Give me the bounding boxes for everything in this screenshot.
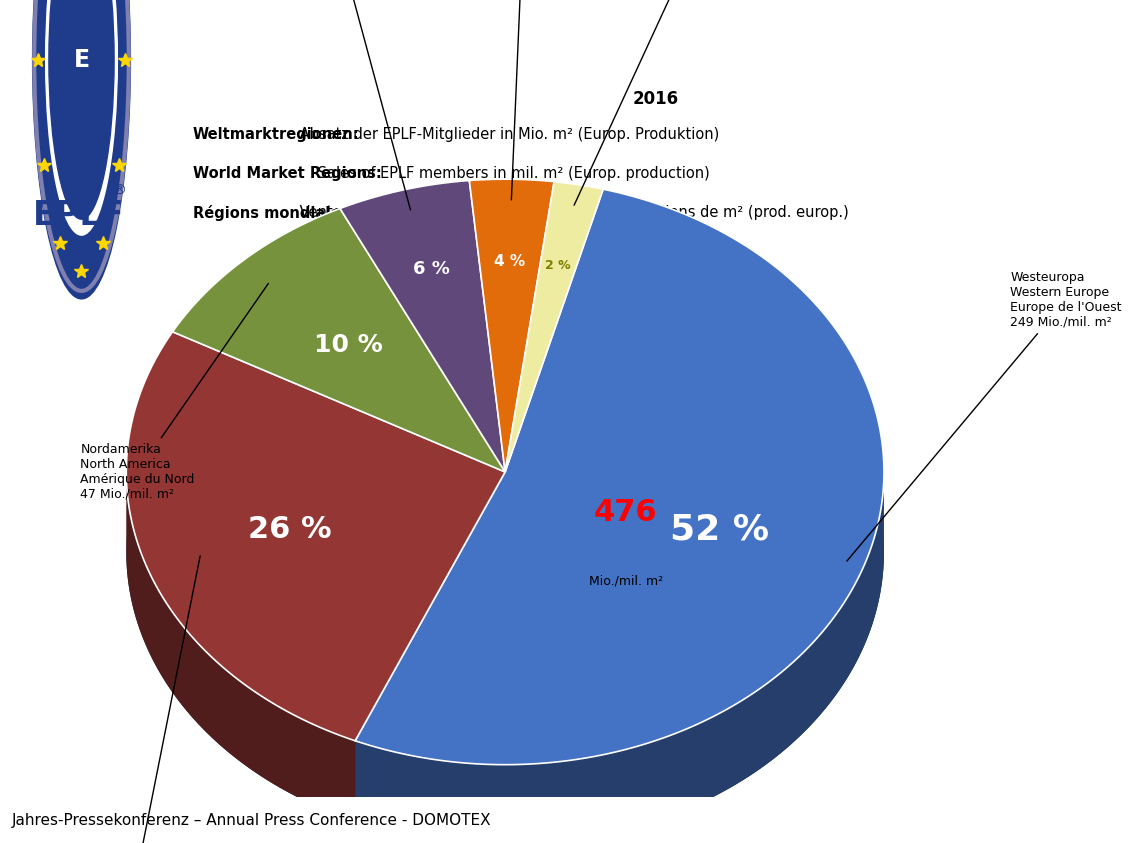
Text: EPLF: EPLF	[32, 199, 124, 232]
Polygon shape	[470, 180, 554, 472]
Text: 2 %: 2 %	[545, 259, 571, 271]
Text: 10 %: 10 %	[313, 333, 382, 357]
Text: Sonstige Regionen
Other Regions
Autres régions
10 Mio./mil. m²: Sonstige Regionen Other Regions Autres r…	[574, 0, 753, 205]
Text: Régions mondiales:: Régions mondiales:	[193, 205, 355, 221]
Text: Absatzstatistiken 2016 – Sales Statistics 2016: Absatzstatistiken 2016 – Sales Statistic…	[178, 15, 933, 43]
Polygon shape	[355, 189, 884, 765]
Text: 4 %: 4 %	[495, 254, 526, 269]
Text: Mio./mil. m²: Mio./mil. m²	[589, 574, 662, 588]
Polygon shape	[126, 260, 884, 843]
Text: ®: ®	[113, 185, 126, 198]
Text: 476: 476	[594, 497, 658, 527]
Polygon shape	[126, 332, 505, 741]
Text: 6 %: 6 %	[413, 260, 450, 278]
Polygon shape	[340, 180, 505, 472]
Polygon shape	[355, 472, 505, 821]
Text: Innovation: Innovation	[163, 25, 225, 39]
Circle shape	[49, 0, 114, 219]
Text: Sales of EPLF members in mil. m² (Europ. production): Sales of EPLF members in mil. m² (Europ.…	[312, 166, 709, 181]
Text: Asien/Pazifik
Asia / Pacific
Asie/Pacifique
27 Mio./mil. m²: Asien/Pazifik Asia / Pacific Asie/Pacifi…	[292, 0, 411, 210]
Text: E: E	[73, 48, 90, 72]
Text: World Market Regions:: World Market Regions:	[193, 166, 381, 181]
Text: Westeuropa
Western Europe
Europe de l'Ouest
249 Mio./mil. m²: Westeuropa Western Europe Europe de l'Ou…	[847, 271, 1122, 561]
Text: Nordamerika
North America
Amérique du Nord
47 Mio./mil. m²: Nordamerika North America Amérique du No…	[80, 283, 269, 501]
Text: Quality and: Quality and	[163, 13, 232, 27]
Text: 52 %: 52 %	[670, 513, 769, 546]
Text: Ventes des entreprises membres de l'EPLF en millions de m² (prod. europ.): Ventes des entreprises membres de l'EPLF…	[295, 205, 850, 220]
Polygon shape	[355, 475, 884, 843]
Text: Lateinamerika
Latin America
Amérique latine
17 Mio./mil. m²: Lateinamerika Latin America Amérique lat…	[473, 0, 572, 200]
Polygon shape	[355, 472, 505, 821]
Text: made in Europe: made in Europe	[163, 37, 256, 50]
Circle shape	[32, 0, 131, 299]
Text: 2016: 2016	[633, 90, 678, 109]
Polygon shape	[126, 472, 355, 821]
Polygon shape	[172, 208, 505, 472]
Circle shape	[46, 0, 117, 235]
Text: Absatz der EPLF-Mitglieder in Mio. m² (Europ. Produktion): Absatz der EPLF-Mitglieder in Mio. m² (E…	[295, 127, 720, 142]
Text: Weltmarktregionen:: Weltmarktregionen:	[193, 127, 359, 142]
Text: 26 %: 26 %	[248, 515, 332, 544]
Polygon shape	[505, 181, 603, 472]
Text: Osteuropa
Eastern Europe
Europe de l'Est
126 Mio./mil. m²: Osteuropa Eastern Europe Europe de l'Est…	[80, 556, 200, 843]
Text: Jahres-Pressekonferenz – Annual Press Conference - DOMOTEX: Jahres-Pressekonferenz – Annual Press Co…	[11, 813, 491, 828]
